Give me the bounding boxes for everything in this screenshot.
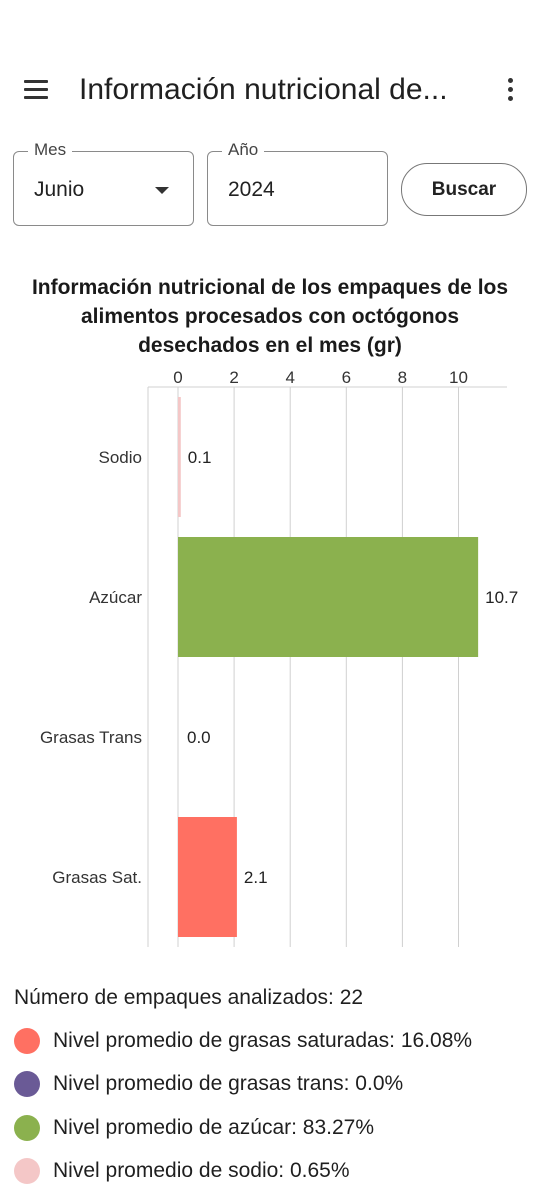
packages-analyzed-text: Número de empaques analizados: 22: [14, 986, 364, 1009]
dropdown-caret-icon: [155, 187, 169, 194]
legend-text: Nivel promedio de azúcar: 83.27%: [53, 1116, 375, 1139]
legend-text: Nivel promedio de grasas saturadas: 16.0…: [53, 1029, 473, 1052]
y-category-label: Grasas Sat.: [52, 868, 142, 887]
legend-color-dot-icon: [14, 1071, 40, 1097]
bar: [178, 817, 237, 937]
legend-text: Nivel promedio de grasas trans: 0.0%: [53, 1072, 404, 1095]
page-title: Información nutricional de...: [79, 73, 448, 106]
legend-color-dot-icon: [14, 1028, 40, 1054]
more-vertical-icon[interactable]: [500, 74, 522, 106]
hamburger-menu-icon[interactable]: [22, 78, 50, 102]
search-button[interactable]: Buscar: [401, 163, 527, 216]
bar-value-label: 0.0: [187, 728, 211, 747]
legend-color-dot-icon: [14, 1115, 40, 1141]
legend-color-dot-icon: [14, 1158, 40, 1184]
x-tick-label: 2: [229, 368, 238, 387]
month-label: Mes: [28, 140, 73, 160]
year-label: Año: [222, 140, 265, 160]
month-select[interactable]: Mes Junio: [13, 140, 194, 226]
x-tick-label: 4: [285, 368, 294, 387]
app-bar: Información nutricional de...: [0, 58, 540, 122]
bar: [178, 537, 479, 657]
legend-text: Nivel promedio de sodio: 0.65%: [53, 1159, 350, 1182]
x-tick-label: 10: [449, 368, 468, 387]
bar-chart: 0 2 4 6 8 10 Sodio 0.1 Azúcar 10.7 Grasas Trans 0.0…: [40, 368, 518, 947]
x-tick-label: 0: [173, 368, 182, 387]
x-tick-label: 6: [342, 368, 351, 387]
bar-value-label: 0.1: [188, 448, 212, 467]
month-value: Junio: [34, 178, 85, 201]
year-value: 2024: [228, 178, 275, 201]
y-category-label: Sodio: [99, 448, 142, 467]
y-category-label: Azúcar: [89, 588, 142, 607]
chart-title: Información nutricional de los empaques …: [31, 276, 509, 357]
bar: [178, 397, 181, 517]
x-tick-label: 8: [398, 368, 407, 387]
bar-value-label: 10.7: [485, 588, 518, 607]
year-field[interactable]: Año 2024: [207, 140, 388, 226]
y-category-label: Grasas Trans: [40, 728, 142, 747]
bar-value-label: 2.1: [244, 868, 268, 887]
